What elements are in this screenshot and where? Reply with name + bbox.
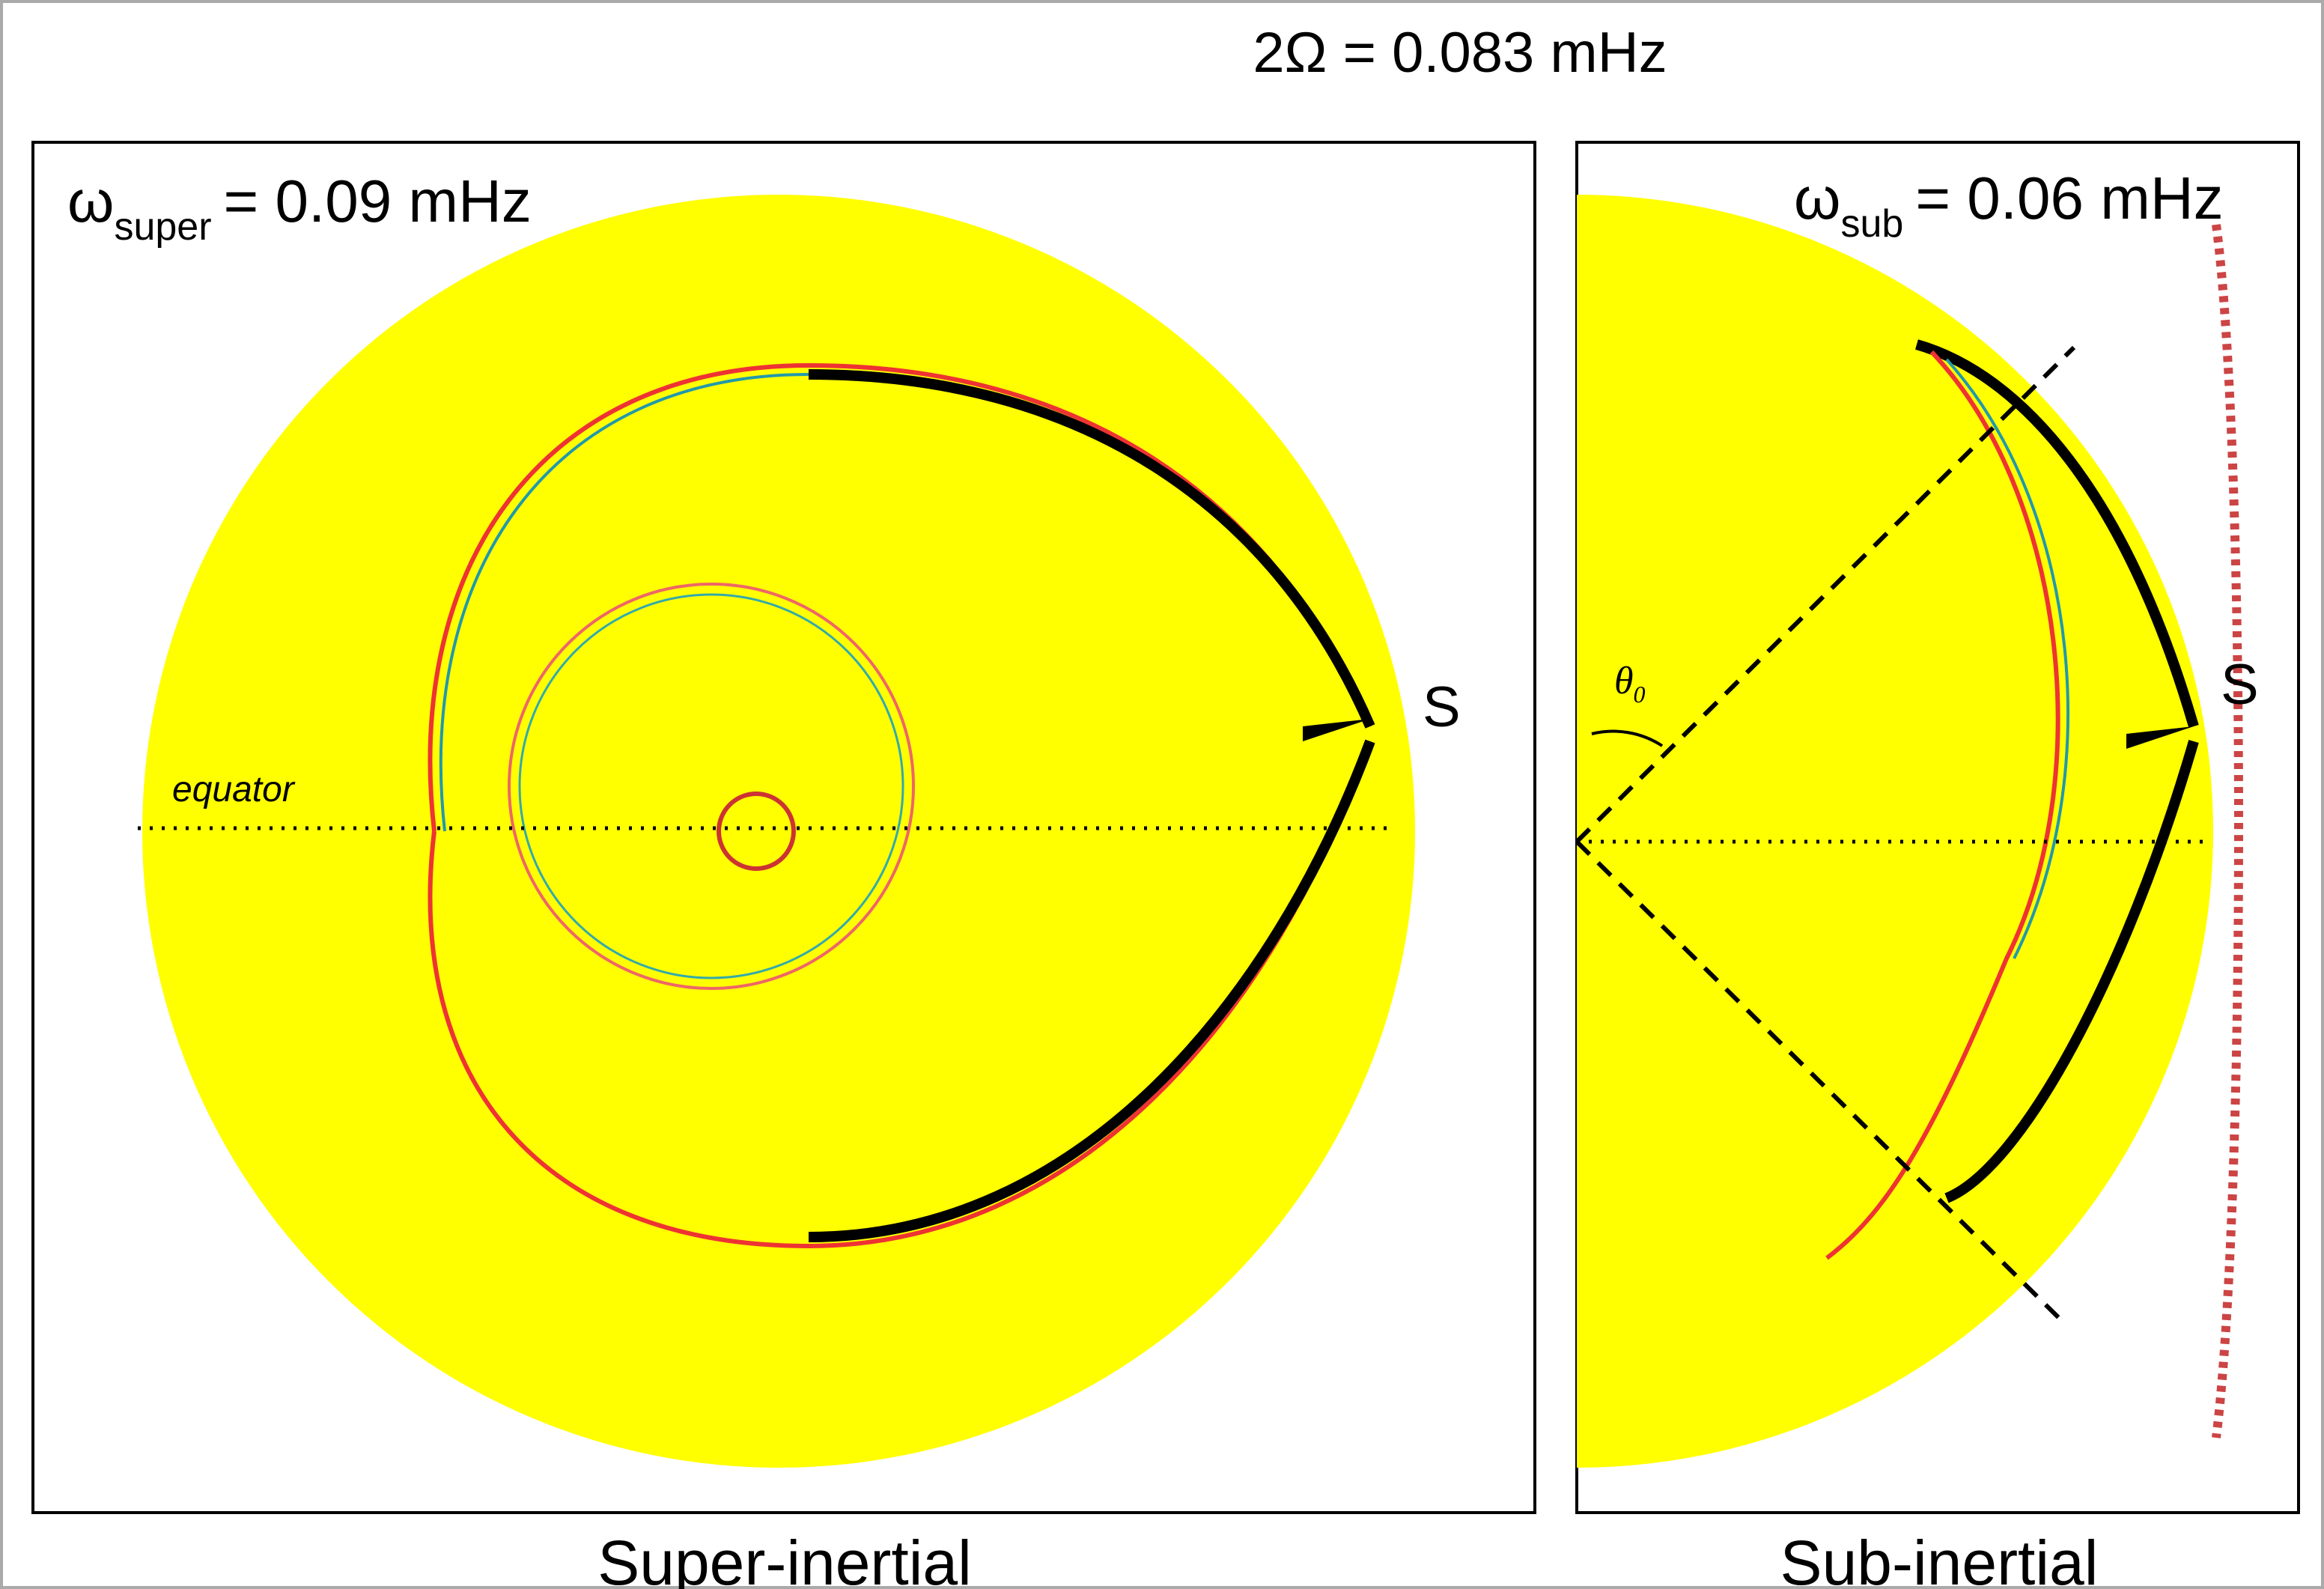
panel-super: equator S ωsuper = 0.09 mHz Super-inertia… (33, 142, 1535, 1589)
figure: 2Ω = 0.083 mHz equator S ωsuper= 0.09 mH… (0, 0, 2324, 1589)
caption: Super-inertial (597, 1528, 972, 1589)
symbol: ω (1794, 165, 1840, 231)
subscript: super (114, 205, 211, 249)
source-label: S (1423, 675, 1461, 739)
subscript: 0 (1634, 681, 1646, 708)
domain (142, 195, 1415, 1468)
caption: Sub-inertial (1780, 1528, 2099, 1589)
symbol: θ (1614, 660, 1634, 702)
source-label: S (2221, 653, 2259, 717)
equator-label: equator (172, 770, 296, 809)
figure-title: 2Ω = 0.083 mHz (1253, 21, 1667, 85)
value: = 0.06 mHz (1915, 165, 2223, 231)
page: 2Ω = 0.083 mHz equator S ωsuper= 0.09 mH… (0, 0, 2324, 1589)
value: = 0.09 mHz (224, 168, 532, 234)
subscript: sub (1840, 202, 1903, 246)
symbol: ω (67, 168, 114, 234)
